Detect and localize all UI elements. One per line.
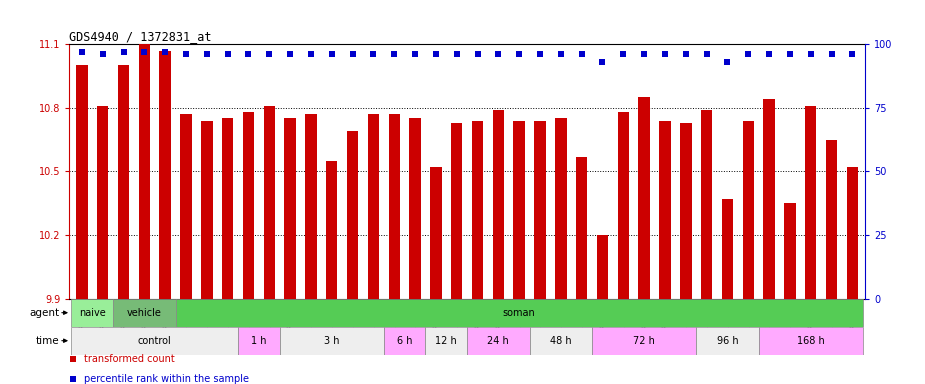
Text: 72 h: 72 h: [634, 336, 655, 346]
Bar: [763, 99, 775, 299]
Bar: [618, 112, 629, 299]
Text: agent: agent: [29, 308, 59, 318]
Bar: [467, 327, 530, 355]
Bar: [71, 299, 113, 327]
Bar: [555, 118, 566, 299]
Bar: [264, 106, 275, 299]
Bar: [758, 327, 863, 355]
Bar: [97, 106, 108, 299]
Bar: [176, 299, 863, 327]
Bar: [530, 327, 592, 355]
Text: time: time: [35, 336, 59, 346]
Text: transformed count: transformed count: [83, 354, 175, 364]
Bar: [592, 327, 697, 355]
Bar: [784, 203, 796, 299]
Bar: [846, 167, 858, 299]
Text: 1 h: 1 h: [251, 336, 266, 346]
Bar: [242, 112, 254, 299]
Bar: [279, 327, 384, 355]
Bar: [139, 44, 150, 299]
Text: 3 h: 3 h: [324, 336, 339, 346]
Text: GDS4940 / 1372831_at: GDS4940 / 1372831_at: [69, 30, 212, 43]
Text: control: control: [138, 336, 172, 346]
Bar: [284, 118, 296, 299]
Text: naive: naive: [79, 308, 105, 318]
Bar: [805, 106, 817, 299]
Bar: [201, 121, 213, 299]
Bar: [535, 121, 546, 299]
Bar: [410, 118, 421, 299]
Bar: [384, 327, 426, 355]
Text: 168 h: 168 h: [796, 336, 824, 346]
Text: 96 h: 96 h: [717, 336, 738, 346]
Bar: [722, 199, 734, 299]
Bar: [743, 121, 754, 299]
Text: vehicle: vehicle: [127, 308, 162, 318]
Bar: [71, 327, 238, 355]
Bar: [180, 114, 191, 299]
Bar: [222, 118, 233, 299]
Bar: [159, 51, 171, 299]
Bar: [388, 114, 400, 299]
Bar: [117, 65, 130, 299]
Bar: [826, 140, 837, 299]
Text: 48 h: 48 h: [550, 336, 572, 346]
Bar: [238, 327, 279, 355]
Bar: [326, 161, 338, 299]
Text: soman: soman: [503, 308, 536, 318]
Bar: [76, 65, 88, 299]
Text: 6 h: 6 h: [397, 336, 413, 346]
Bar: [660, 121, 671, 299]
Bar: [426, 327, 467, 355]
Bar: [701, 110, 712, 299]
Bar: [680, 122, 692, 299]
Bar: [113, 299, 176, 327]
Bar: [513, 121, 524, 299]
Bar: [576, 157, 587, 299]
Bar: [697, 327, 758, 355]
Text: 12 h: 12 h: [436, 336, 457, 346]
Bar: [430, 167, 441, 299]
Bar: [638, 97, 650, 299]
Text: 24 h: 24 h: [487, 336, 510, 346]
Bar: [597, 235, 609, 299]
Bar: [347, 131, 358, 299]
Bar: [493, 110, 504, 299]
Text: percentile rank within the sample: percentile rank within the sample: [83, 374, 249, 384]
Bar: [472, 121, 483, 299]
Bar: [368, 114, 379, 299]
Bar: [305, 114, 316, 299]
Bar: [451, 122, 462, 299]
